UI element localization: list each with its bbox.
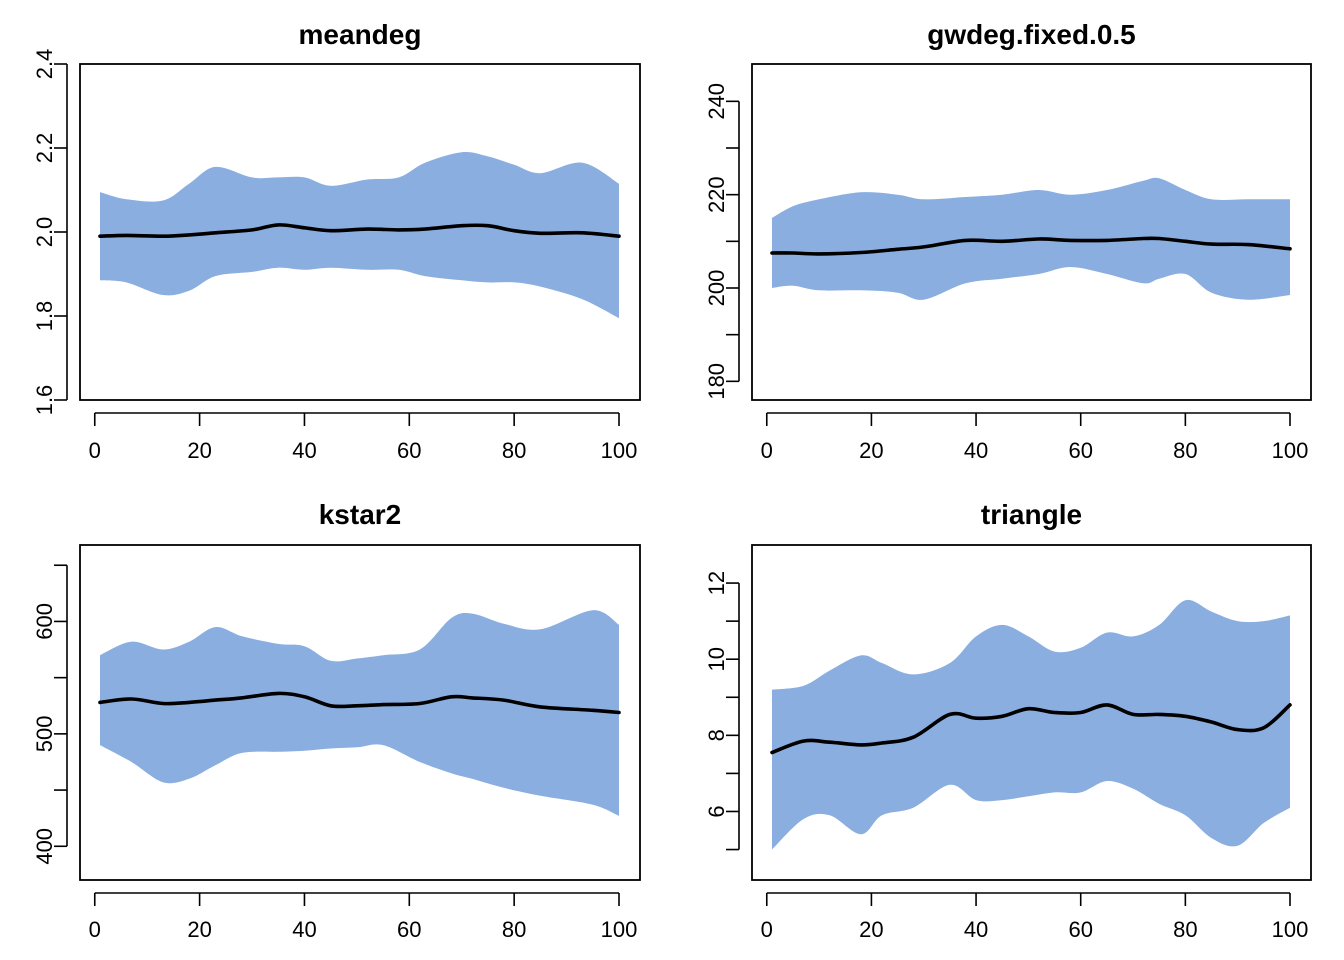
y-tick-label: 12 <box>704 571 729 595</box>
x-tick-label: 80 <box>502 438 526 463</box>
plot-frame <box>79 544 641 881</box>
confidence-band <box>772 599 1290 850</box>
x-tick-label: 80 <box>1173 917 1197 942</box>
mean-line <box>98 223 621 239</box>
confidence-band <box>100 152 619 319</box>
y-tick-label: 500 <box>32 716 57 753</box>
x-tick-label: 80 <box>1173 438 1197 463</box>
x-tick-label: 0 <box>761 438 773 463</box>
x-tick-label: 20 <box>187 917 211 942</box>
y-tick-label: 6 <box>704 805 729 817</box>
y-tick-label: 220 <box>704 176 729 213</box>
plot-frame <box>751 544 1312 881</box>
x-tick-label: 100 <box>1272 917 1309 942</box>
chart-title: kstar2 <box>319 499 402 530</box>
y-tick-label: 10 <box>704 647 729 671</box>
mean-line <box>98 691 621 715</box>
mean-line <box>770 236 1292 256</box>
x-tick-label: 80 <box>502 917 526 942</box>
mean-line <box>770 703 1292 755</box>
chart-title: gwdeg.fixed.0.5 <box>927 19 1136 50</box>
y-tick-label: 2.4 <box>32 49 57 80</box>
y-tick-label: 240 <box>704 83 729 120</box>
plot-frame <box>79 63 641 401</box>
x-tick-label: 0 <box>89 917 101 942</box>
x-tick-label: 100 <box>601 438 638 463</box>
x-tick-label: 20 <box>187 438 211 463</box>
x-tick-label: 40 <box>292 917 316 942</box>
confidence-band <box>100 610 619 816</box>
x-tick-label: 40 <box>964 438 988 463</box>
panel-kstar2: kstar2 0 20 40 60 80 100 400 500 600 <box>32 499 641 942</box>
x-tick-label: 40 <box>964 917 988 942</box>
x-tick-label: 0 <box>89 438 101 463</box>
chart-title: meandeg <box>299 19 422 50</box>
x-tick-label: 60 <box>397 438 421 463</box>
y-tick-label: 2.0 <box>32 217 57 248</box>
y-tick-label: 600 <box>32 603 57 640</box>
x-tick-label: 60 <box>397 917 421 942</box>
chart-title: triangle <box>981 499 1082 530</box>
y-tick-label: 1.6 <box>32 385 57 416</box>
x-tick-label: 60 <box>1068 917 1092 942</box>
plot-frame <box>751 63 1312 401</box>
x-tick-label: 40 <box>292 438 316 463</box>
y-tick-label: 180 <box>704 363 729 400</box>
x-tick-label: 20 <box>859 438 883 463</box>
y-tick-label: 1.8 <box>32 301 57 332</box>
panel-meandeg: meandeg 0 20 40 60 80 100 1.6 1.8 2.0 2.2 2.4 <box>32 19 641 463</box>
x-tick-label: 100 <box>601 917 638 942</box>
x-tick-label: 60 <box>1068 438 1092 463</box>
y-tick-label: 8 <box>704 729 729 741</box>
x-tick-label: 100 <box>1272 438 1309 463</box>
x-tick-label: 0 <box>761 917 773 942</box>
y-tick-label: 2.2 <box>32 133 57 164</box>
panel-triangle: triangle 0 20 40 60 80 100 6 8 10 12 <box>704 499 1312 942</box>
y-tick-label: 400 <box>32 828 57 865</box>
x-tick-label: 20 <box>859 917 883 942</box>
panel-gwdeg-fixed-0-5: gwdeg.fixed.0.5 0 20 40 60 80 100 180 200 220 240 <box>704 19 1312 463</box>
y-tick-label: 200 <box>704 270 729 307</box>
